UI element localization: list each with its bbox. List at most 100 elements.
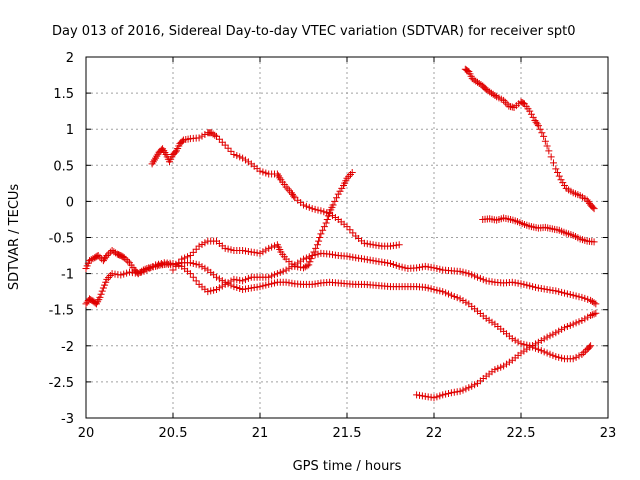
data-point: [540, 335, 548, 343]
data-point: [465, 270, 473, 278]
data-point: [546, 350, 554, 358]
data-point: [300, 201, 307, 209]
data-point: [532, 340, 539, 348]
data-point: [268, 243, 276, 251]
data-point: [520, 280, 528, 288]
data-point: [215, 135, 223, 143]
data-point: [259, 248, 267, 256]
data-point: [445, 389, 452, 397]
data-point: [529, 113, 537, 121]
data-point: [218, 277, 226, 285]
x-tick-label: 22: [426, 426, 443, 441]
data-point: [465, 384, 473, 392]
series-track-g: [479, 214, 598, 246]
data-point: [262, 169, 270, 177]
data-point: [554, 169, 562, 177]
data-point: [389, 260, 397, 268]
data-point: [99, 284, 107, 292]
data-point: [442, 390, 450, 398]
data-point: [561, 182, 568, 190]
data-point: [211, 131, 219, 139]
data-point: [433, 286, 441, 294]
data-point: [462, 269, 470, 277]
data-point: [139, 266, 147, 274]
data-point: [546, 332, 554, 340]
data-point: [514, 338, 522, 346]
data-point: [445, 290, 452, 298]
data-point: [256, 249, 264, 257]
data-point: [511, 336, 519, 344]
data-point: [305, 203, 313, 211]
data-point: [221, 141, 229, 149]
data-point: [578, 350, 586, 358]
data-point: [581, 315, 589, 323]
data-point: [468, 271, 476, 279]
data-point: [549, 159, 557, 167]
data-point: [433, 265, 441, 273]
data-point: [305, 261, 313, 269]
data-point: [555, 172, 563, 180]
data-point: [575, 352, 583, 360]
data-point: [552, 353, 560, 361]
data-point: [343, 223, 351, 231]
data-point: [279, 267, 287, 275]
data-point: [317, 207, 325, 215]
data-point: [436, 265, 444, 273]
data-point: [572, 292, 580, 300]
data-point: [192, 260, 200, 268]
data-point: [494, 364, 502, 372]
data-point: [569, 355, 577, 363]
data-point: [101, 281, 109, 289]
series-track-d: [169, 169, 356, 274]
data-point: [227, 246, 235, 254]
data-point: [537, 347, 545, 355]
data-point: [430, 285, 438, 293]
data-point: [558, 354, 566, 362]
data-point: [331, 197, 339, 205]
data-point: [436, 392, 444, 400]
data-point: [578, 293, 586, 301]
data-point: [549, 330, 557, 338]
data-point: [302, 254, 310, 262]
data-point: [543, 142, 551, 150]
data-point: [398, 263, 406, 271]
data-point: [552, 329, 560, 337]
data-point: [175, 259, 183, 267]
data-point: [575, 318, 583, 326]
data-point: [94, 252, 102, 260]
x-axis-title: GPS time / hours: [293, 459, 402, 474]
data-point: [476, 274, 484, 282]
data-point: [587, 342, 595, 350]
data-point: [588, 311, 596, 319]
data-point: [265, 273, 273, 281]
data-point: [424, 284, 432, 292]
data-point: [439, 288, 447, 296]
chart-title: Day 013 of 2016, Sidereal Day-to-day VTE…: [52, 24, 576, 39]
data-point: [534, 345, 542, 353]
data-point: [256, 283, 264, 291]
data-point: [557, 176, 565, 184]
data-point: [210, 286, 218, 294]
data-point: [471, 272, 479, 280]
data-point: [526, 343, 534, 351]
data-point: [186, 259, 194, 267]
data-markers: [82, 65, 600, 402]
data-point: [561, 289, 568, 297]
data-point: [143, 265, 151, 273]
data-point: [589, 203, 597, 211]
data-point: [581, 294, 589, 302]
data-point: [453, 294, 461, 302]
series-track-a: [82, 249, 600, 308]
data-point: [333, 194, 341, 202]
data-point: [89, 255, 97, 263]
data-point: [447, 291, 455, 299]
data-point: [563, 290, 571, 298]
series-track-f: [461, 65, 598, 213]
data-point: [529, 342, 537, 350]
data-point: [213, 285, 220, 293]
data-point: [282, 266, 290, 274]
data-point: [520, 340, 528, 348]
data-point: [519, 99, 527, 107]
data-point: [189, 273, 197, 281]
